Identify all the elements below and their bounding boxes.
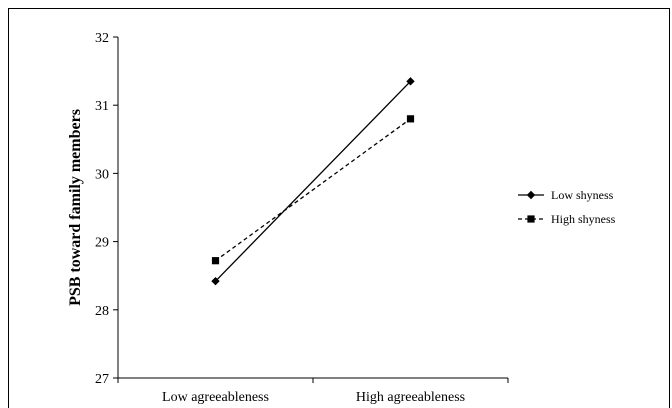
data-point: [406, 115, 415, 123]
y-axis-label: PSB toward family members: [67, 109, 84, 306]
series-line: [215, 118, 411, 262]
legend-entry-label: Low shyness: [551, 188, 614, 202]
x-category-label: High agreeableness: [356, 390, 465, 405]
y-tick-label: 30: [95, 167, 109, 182]
x-axis: Low agreeableness High agreeableness: [117, 377, 509, 405]
data-point: [211, 276, 220, 286]
y-tick-label: 29: [95, 236, 109, 251]
legend: Low shyness High shyness: [518, 188, 616, 226]
series-line: [215, 80, 411, 282]
y-tick-label: 27: [95, 372, 109, 387]
x-category-label: Low agreeableness: [162, 390, 269, 405]
data-point: [406, 77, 415, 86]
y-tick-label: 31: [95, 99, 109, 114]
legend-swatch-marker: [527, 215, 535, 223]
y-tick-label: 28: [95, 304, 109, 319]
y-tick-label: 32: [95, 31, 109, 46]
data-point: [211, 257, 220, 265]
legend-swatch-marker: [526, 190, 536, 200]
y-axis: 27 28 29 30 31 32: [95, 31, 119, 387]
series-lines: [211, 77, 415, 286]
legend-entry-label: High shyness: [551, 212, 616, 226]
